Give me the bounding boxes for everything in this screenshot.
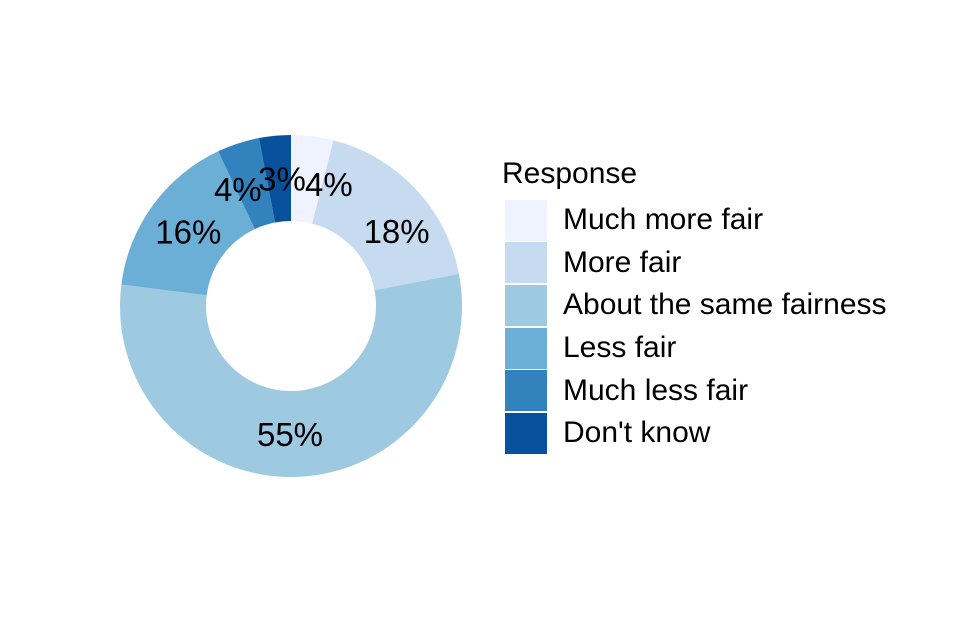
legend-item-much-more-fair: Much more fair bbox=[502, 199, 887, 242]
legend-items: Much more fair More fair About the same fa… bbox=[502, 199, 887, 455]
donut-slice-much-less-fair bbox=[218, 138, 276, 230]
legend-item-about-the-same-fairness: About the same fairness bbox=[502, 284, 887, 327]
legend-title: Response bbox=[502, 157, 638, 190]
legend-label: Much more fair bbox=[563, 203, 764, 237]
donut-slice-about-the-same-fairness bbox=[120, 273, 463, 478]
legend-label: Much less fair bbox=[563, 373, 749, 407]
legend-item-much-less-fair: Much less fair bbox=[502, 369, 887, 412]
legend-swatch-much-less-fair bbox=[505, 370, 547, 412]
legend-swatch-much-more-fair bbox=[505, 199, 547, 241]
donut-slice-much-more-fair bbox=[291, 135, 334, 224]
legend-label: About the same fairness bbox=[563, 288, 887, 322]
legend-swatch-don-t-know bbox=[505, 412, 547, 454]
slice-label-don-t-know: 3% bbox=[258, 161, 306, 198]
legend-swatch-less-fair bbox=[505, 327, 547, 369]
legend-item-don-t-know: Don't know bbox=[502, 412, 887, 455]
slice-label-much-more-fair: 4% bbox=[305, 166, 353, 203]
legend: Response Much more fair More fair About th… bbox=[502, 157, 887, 455]
donut-slice-less-fair bbox=[121, 151, 255, 296]
donut-slice-don-t-know bbox=[258, 135, 291, 223]
slice-label-more-fair: 18% bbox=[364, 213, 430, 250]
donut-slice-more-fair bbox=[312, 140, 459, 291]
slice-label-much-less-fair: 4% bbox=[214, 171, 262, 208]
legend-label: Don't know bbox=[563, 416, 711, 450]
legend-swatch-more-fair bbox=[505, 242, 547, 284]
legend-label: More fair bbox=[563, 245, 682, 279]
legend-swatch-about-the-same-fairness bbox=[505, 284, 547, 326]
slice-label-about-the-same-fairness: 55% bbox=[257, 416, 323, 453]
legend-item-more-fair: More fair bbox=[502, 242, 887, 285]
legend-item-less-fair: Less fair bbox=[502, 327, 887, 370]
legend-label: Less fair bbox=[563, 331, 677, 365]
slice-label-less-fair: 16% bbox=[155, 213, 221, 250]
